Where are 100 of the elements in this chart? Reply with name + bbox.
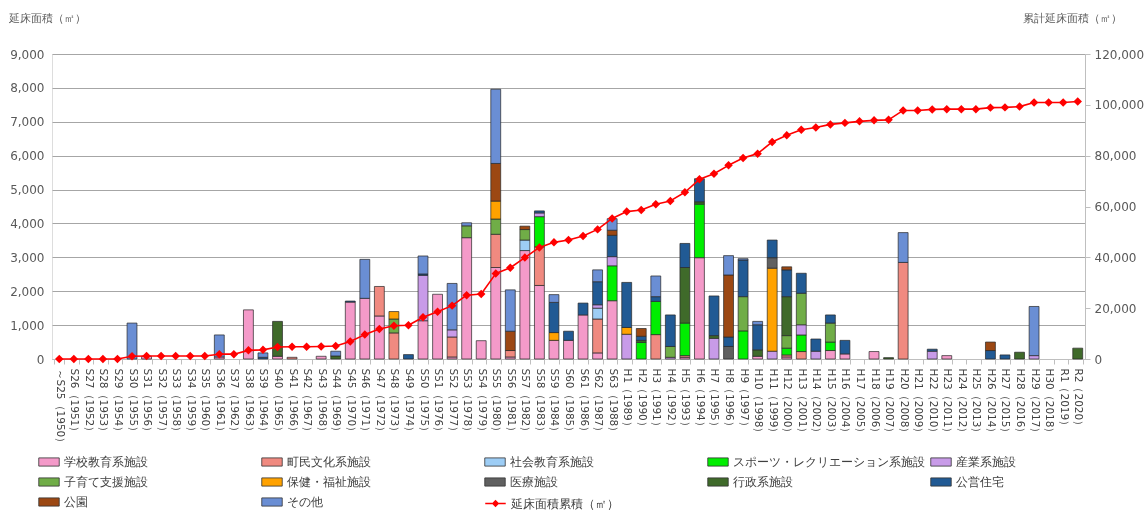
x-tick-label: S38（1963） [243,368,256,438]
legend-label: 学校教育系施設 [64,455,148,469]
x-tick-label: S50（1975） [418,368,431,438]
x-tick-label: S41（1966） [287,368,300,438]
x-tick-label: S42（1967） [302,368,315,438]
legend-label: 産業系施設 [956,455,1016,469]
y-tick-label: 1,000 [10,318,45,333]
x-tick-label: H18（2006） [869,368,882,439]
x-tick-label: H24（2012） [956,368,969,439]
x-tick-label: H29（2017） [1029,368,1042,439]
y2-tick-label: 60,000 [1094,200,1137,214]
y-tick-label: 7,000 [10,115,45,130]
legend-label: 公園 [64,495,88,509]
x-tick-label: S58（1983） [534,368,547,438]
legend-label: その他 [287,495,323,509]
x-tick-label: S28（1953） [98,368,111,438]
x-tick-label: H10（1998） [753,368,766,439]
x-tick-label: S37（1962） [229,368,242,438]
y2-tick-label: 80,000 [1094,149,1137,164]
x-tick-label: S30（1955） [127,368,140,438]
x-tick-label: S55（1980） [491,368,504,438]
x-tick-label: S54（1979） [476,368,489,438]
y-tick-label: 6,000 [10,149,45,164]
x-tick-label: S39（1964） [258,368,271,438]
x-tick-label: H4（1992） [665,368,678,432]
x-tick-label: S46（1971） [360,368,373,438]
x-tick-label: H11（1999） [767,368,780,439]
legend-label: 子育て支援施設 [64,475,148,489]
y-tick-label: 0 [36,352,45,367]
y-tick-label: 9,000 [10,47,45,62]
x-tick-label: S63（1988） [607,368,620,438]
x-tick-label: H20（2008） [898,368,911,439]
x-tick-label: H13（2001） [796,368,809,439]
x-tick-label: H8（1996） [724,368,737,432]
x-tick-label: S26（1951） [69,368,82,438]
x-tick-label: ～S25（1950） [54,368,67,449]
x-tick-label: H9（1997） [738,368,751,432]
x-tick-label: S56（1981） [505,368,518,438]
y-tick-label: 2,000 [10,284,45,299]
x-tick-label: S51（1976） [433,368,446,438]
x-tick-label: H1（1989） [622,368,635,432]
legend-label: スポーツ・レクリエーション系施設 [733,455,925,469]
x-tick-label: H30（2018） [1044,368,1057,439]
x-tick-label: H25（2013） [971,368,984,439]
y-tick-label: 8,000 [10,81,45,96]
x-tick-label: H14（2002） [811,368,824,439]
x-tick-label: S59（1984） [549,368,562,438]
x-tick-label: S53（1978） [462,368,475,438]
x-tick-label: S44（1969） [331,368,344,438]
x-tick-label: S49（1974） [403,368,416,438]
x-tick-label: S52（1977） [447,368,460,438]
x-tick-label: H12（2000） [782,368,795,439]
x-tick-label: S34（1959） [185,368,198,438]
x-tick-label: H28（2016） [1015,368,1028,439]
x-tick-label: R1（2019） [1058,368,1071,432]
x-tick-label: H26（2014） [985,368,998,439]
x-tick-label: S40（1965） [273,368,286,438]
x-tick-label: H22（2010） [927,368,940,439]
y-tick-label: 3,000 [10,250,45,265]
x-tick-label: S60（1985） [564,368,576,438]
x-tick-label: S47（1972） [374,368,387,438]
y2-tick-label: 100,000 [1094,98,1145,113]
legend-label: 行政系施設 [733,475,793,489]
x-tick-label: H17（2005） [854,368,867,439]
y2-axis-title: 累計延床面積（㎡） [1022,11,1122,25]
legend-label: 医療施設 [510,475,558,489]
x-tick-label: S57（1982） [520,368,533,438]
x-tick-label: H21（2009） [913,368,926,439]
x-tick-label: H3（1991） [651,368,664,432]
x-tick-label: S35（1960） [200,368,213,438]
y2-tick-label: 0 [1094,352,1103,367]
y-tick-label: 4,000 [10,216,45,231]
x-tick-label: H5（1993） [680,368,693,432]
x-tick-label: S43（1968） [316,368,329,438]
x-tick-label: R2（2020） [1073,368,1086,432]
legend-label: 保健・福祉施設 [287,475,371,489]
x-tick-label: S32（1957） [156,368,169,438]
x-tick-label: H16（2004） [840,368,853,439]
x-tick-label: H6（1994） [694,368,707,432]
x-tick-label: H19（2007） [884,368,897,439]
y-tick-label: 5,000 [10,183,45,198]
y2-tick-label: 40,000 [1094,250,1137,265]
x-tick-label: S31（1956） [142,368,155,438]
x-tick-label: S27（1952） [83,368,96,438]
x-tick-label: H7（1995） [709,368,722,432]
y2-tick-label: 20,000 [1094,301,1137,316]
x-tick-label: H15（2003） [825,368,838,439]
x-tick-label: S33（1958） [171,368,184,438]
x-tick-label: S29（1954） [112,368,125,438]
legend-label: 社会教育系施設 [510,455,594,469]
x-tick-label: S62（1987） [593,368,606,438]
legend-label: 公営住宅 [956,475,1004,489]
x-tick-label: H27（2015） [1000,368,1013,439]
x-tick-label: S48（1973） [389,368,402,438]
x-tick-label: S36（1961） [214,368,227,438]
x-tick-label: S61（1986） [578,368,591,438]
legend-label: 町民文化系施設 [287,455,371,469]
x-tick-label: H23（2011） [942,368,955,439]
y2-tick-label: 120,000 [1094,47,1145,62]
y-axis-title: 延床面積（㎡） [7,11,86,25]
